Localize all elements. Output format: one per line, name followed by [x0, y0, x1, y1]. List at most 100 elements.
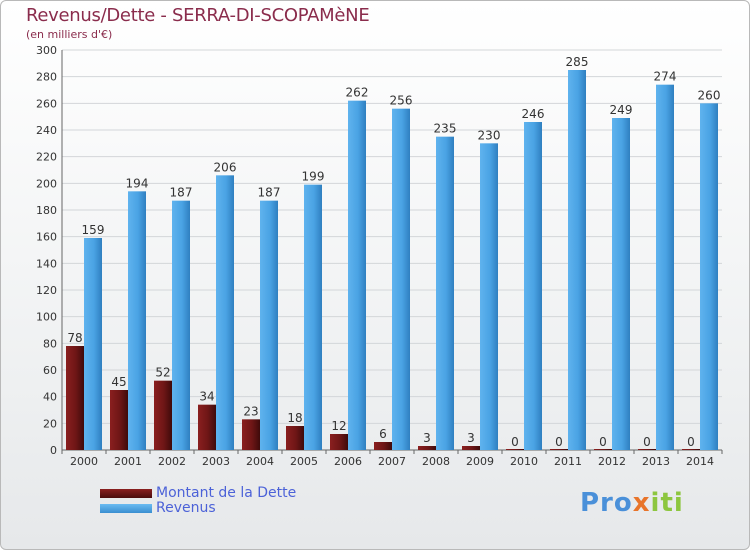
data-label-debt: 52 — [155, 366, 170, 380]
bar-debt — [594, 449, 612, 450]
data-label-revenue: 256 — [390, 94, 413, 108]
bar-revenue — [656, 84, 674, 451]
x-tick-label: 2009 — [466, 455, 494, 468]
data-label-debt: 0 — [687, 435, 695, 449]
chart-subtitle: (en milliers d'€) — [26, 28, 113, 41]
data-label-debt: 23 — [243, 404, 258, 418]
data-label-debt: 12 — [331, 419, 346, 433]
data-label-revenue: 246 — [522, 107, 545, 121]
data-label-revenue: 159 — [82, 223, 105, 237]
data-label-revenue: 285 — [566, 55, 589, 69]
bar-revenue — [172, 200, 190, 450]
bar-revenue — [392, 108, 410, 451]
legend-label-revenue: Revenus — [156, 500, 216, 516]
x-tick-label: 2004 — [246, 455, 274, 468]
legend-item-revenue: Revenus — [100, 501, 296, 516]
y-tick-label: 300 — [36, 44, 57, 57]
x-tick-label: 2013 — [642, 455, 670, 468]
y-tick-label: 280 — [36, 71, 57, 84]
bar-debt — [330, 434, 348, 450]
y-tick-label: 40 — [43, 391, 57, 404]
x-tick-label: 2012 — [598, 455, 626, 468]
chart-title: Revenus/Dette - SERRA-DI-SCOPAMèNE — [26, 5, 370, 26]
bar-revenue — [524, 122, 542, 450]
data-label-revenue: 230 — [478, 128, 501, 142]
x-tick-label: 2007 — [378, 455, 406, 468]
legend-label-debt: Montant de la Dette — [156, 485, 297, 501]
bar-debt — [418, 446, 436, 450]
data-label-debt: 3 — [423, 431, 431, 445]
bar-revenue — [700, 103, 718, 450]
bar-revenue — [612, 118, 630, 450]
legend-swatch-debt — [100, 489, 152, 498]
data-label-revenue: 206 — [214, 160, 237, 174]
bar-debt — [374, 442, 392, 450]
y-tick-label: 20 — [43, 417, 57, 430]
x-tick-label: 2010 — [510, 455, 538, 468]
data-label-debt: 3 — [467, 431, 475, 445]
y-tick-label: 220 — [36, 151, 57, 164]
legend: Montant de la Dette Revenus — [100, 486, 296, 516]
bar-revenue — [480, 143, 498, 451]
proxiti-logo: Proxiti — [580, 488, 684, 518]
bar-revenue — [348, 100, 366, 451]
x-tick-label: 2002 — [158, 455, 186, 468]
bar-debt — [286, 426, 304, 450]
y-tick-label: 60 — [43, 364, 57, 377]
y-tick-label: 240 — [36, 124, 57, 137]
data-label-debt: 78 — [67, 331, 82, 345]
data-label-revenue: 274 — [654, 70, 677, 84]
y-tick-label: 0 — [50, 444, 57, 457]
x-tick-label: 2011 — [554, 455, 582, 468]
bar-debt — [682, 449, 700, 450]
bar-debt — [506, 449, 524, 450]
data-label-debt: 34 — [199, 390, 214, 404]
y-tick-label: 80 — [43, 337, 57, 350]
data-label-revenue: 187 — [258, 186, 281, 200]
y-tick-label: 200 — [36, 177, 57, 190]
data-label-revenue: 199 — [302, 170, 325, 184]
bar-revenue — [128, 191, 146, 451]
y-tick-label: 100 — [36, 311, 57, 324]
data-label-debt: 0 — [643, 435, 651, 449]
y-tick-label: 160 — [36, 231, 57, 244]
y-tick-label: 120 — [36, 284, 57, 297]
x-tick-label: 2008 — [422, 455, 450, 468]
bar-debt — [110, 390, 128, 450]
x-tick-label: 2005 — [290, 455, 318, 468]
bar-debt — [462, 446, 480, 450]
data-label-debt: 0 — [599, 435, 607, 449]
data-label-debt: 6 — [379, 427, 387, 441]
bar-debt — [154, 380, 172, 450]
x-tick-label: 2003 — [202, 455, 230, 468]
data-label-debt: 45 — [111, 375, 126, 389]
data-label-debt: 18 — [287, 411, 302, 425]
bar-revenue — [436, 136, 454, 450]
y-tick-label: 140 — [36, 257, 57, 270]
bar-revenue — [84, 238, 102, 450]
x-tick-label: 2000 — [70, 455, 98, 468]
legend-item-debt: Montant de la Dette — [100, 486, 296, 501]
legend-swatch-revenue — [100, 504, 152, 513]
bar-debt — [198, 404, 216, 450]
bar-revenue — [568, 70, 586, 450]
data-label-revenue: 187 — [170, 186, 193, 200]
x-tick-label: 2001 — [114, 455, 142, 468]
bar-debt — [550, 449, 568, 450]
x-tick-label: 2014 — [686, 455, 714, 468]
data-label-revenue: 194 — [126, 176, 149, 190]
bar-debt — [242, 419, 260, 450]
data-label-debt: 0 — [511, 435, 519, 449]
bar-debt — [638, 449, 656, 450]
data-label-revenue: 260 — [698, 88, 721, 102]
data-label-revenue: 235 — [434, 122, 457, 136]
x-tick-label: 2006 — [334, 455, 362, 468]
data-label-revenue: 262 — [346, 86, 369, 100]
y-tick-label: 180 — [36, 204, 57, 217]
y-tick-label: 260 — [36, 97, 57, 110]
bar-revenue — [260, 200, 278, 450]
bar-revenue — [216, 175, 234, 451]
bar-debt — [66, 346, 84, 450]
data-label-revenue: 249 — [610, 103, 633, 117]
